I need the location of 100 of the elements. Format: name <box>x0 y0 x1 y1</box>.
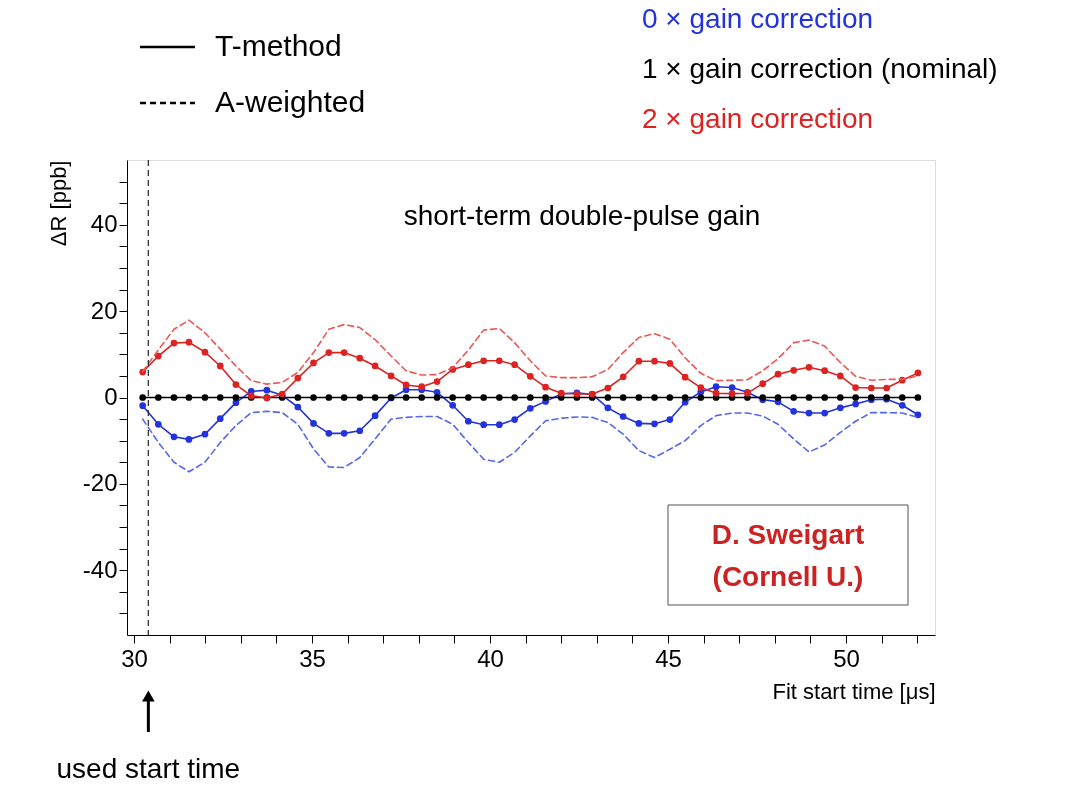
point <box>821 394 829 401</box>
point <box>294 403 302 411</box>
point <box>774 394 782 401</box>
point <box>867 384 875 392</box>
point <box>728 384 736 391</box>
text: 0 × gain correction <box>642 3 874 34</box>
point <box>542 394 549 401</box>
point <box>852 400 859 408</box>
point <box>371 362 379 370</box>
point <box>774 370 782 378</box>
point <box>310 420 317 427</box>
x-tick-label: 40 <box>477 644 504 672</box>
point <box>216 394 224 401</box>
point <box>619 373 627 381</box>
point <box>356 427 364 435</box>
y-tick-label: -20 <box>82 469 118 497</box>
point <box>914 369 922 377</box>
point <box>526 404 534 412</box>
point <box>263 386 271 394</box>
point <box>495 394 503 401</box>
point <box>526 372 534 380</box>
point <box>697 394 705 401</box>
point <box>790 366 798 374</box>
point <box>340 394 348 401</box>
text: used start time <box>56 753 241 784</box>
point <box>216 415 224 423</box>
point <box>449 401 457 409</box>
x-axis-title: Fit start time [μs] <box>772 678 936 704</box>
point <box>449 394 457 401</box>
point <box>898 394 906 401</box>
point <box>542 383 549 391</box>
point <box>418 394 426 401</box>
point <box>495 421 503 429</box>
point <box>232 381 240 388</box>
point <box>325 394 333 401</box>
point <box>387 372 395 380</box>
point <box>526 394 534 401</box>
point <box>604 394 612 401</box>
point <box>712 383 720 391</box>
point <box>511 361 518 369</box>
point <box>805 363 813 371</box>
point <box>666 360 674 367</box>
annotation: D. Sweigart (Cornell U.) <box>711 519 865 592</box>
point <box>371 412 379 419</box>
point <box>201 348 209 356</box>
point <box>836 404 844 412</box>
point <box>154 394 162 401</box>
point <box>232 394 240 401</box>
text: A-weighted <box>215 85 366 118</box>
point <box>790 394 798 401</box>
point <box>852 384 859 391</box>
point <box>139 402 147 410</box>
point <box>201 430 209 438</box>
point <box>480 421 488 429</box>
point <box>170 339 178 347</box>
point <box>805 409 813 417</box>
point <box>914 411 922 419</box>
point <box>356 354 364 362</box>
point <box>294 394 302 401</box>
point <box>898 401 906 409</box>
point <box>821 409 829 417</box>
point <box>619 413 627 420</box>
text: T-method <box>215 29 342 62</box>
point <box>402 381 410 389</box>
point <box>154 420 162 428</box>
point <box>325 349 333 356</box>
annotation: short-term double-pulse gain <box>403 200 761 231</box>
point <box>465 394 472 401</box>
point <box>728 390 736 397</box>
point <box>185 436 193 443</box>
point <box>356 394 364 401</box>
point <box>666 394 674 401</box>
point <box>914 394 922 401</box>
y-tick-label: 20 <box>90 296 118 324</box>
y-tick-label: -40 <box>82 555 118 583</box>
point <box>185 394 193 401</box>
point <box>294 374 302 382</box>
text: 1 × gain correction (nominal) <box>642 53 998 84</box>
point <box>495 357 503 365</box>
point <box>201 394 209 401</box>
point <box>402 394 410 401</box>
point <box>170 433 178 441</box>
point <box>340 429 348 437</box>
point <box>681 373 689 381</box>
point <box>821 367 829 375</box>
point <box>170 394 178 401</box>
point <box>836 394 844 401</box>
point <box>465 417 472 425</box>
point <box>371 394 379 401</box>
y-tick-label: 0 <box>104 383 118 410</box>
point <box>852 394 859 401</box>
point <box>604 384 612 392</box>
point <box>480 394 488 401</box>
point <box>805 394 813 401</box>
x-tick-label: 50 <box>833 644 860 672</box>
point <box>310 359 317 367</box>
point <box>836 372 844 380</box>
point <box>635 357 643 365</box>
point <box>465 361 472 369</box>
point <box>511 394 518 401</box>
